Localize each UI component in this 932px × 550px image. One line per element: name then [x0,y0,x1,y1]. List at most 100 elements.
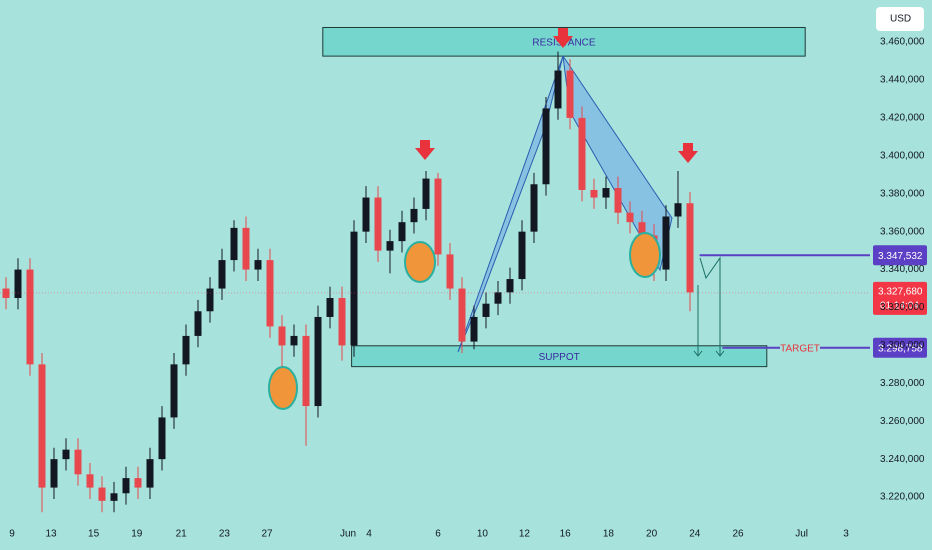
level-box [873,337,927,358]
y-tick-label: 3.460,000 [880,37,925,48]
candle-body [554,70,562,109]
y-tick-label: 3.400,000 [880,150,925,161]
y-tick-label: 3.240,000 [880,454,925,465]
y-tick-label: 3.260,000 [880,416,925,427]
candle-body [686,203,694,293]
x-tick-label: Jul [795,529,808,540]
candle-body [542,108,550,185]
candle-body [218,260,226,289]
candle-body [38,364,46,488]
candle-body [182,335,190,365]
marker-circle [404,241,436,283]
candle-body [50,459,58,488]
candle-body [278,326,286,346]
x-tick-label: 24 [689,529,701,540]
candle-body [374,197,382,251]
arrow-down [678,143,698,163]
currency: USD [890,14,911,25]
x-tick-label: 26 [732,529,744,540]
marker-circle [629,232,661,278]
candle-body [14,269,22,299]
level-label: 3.298,758 [878,343,923,354]
candle-body [290,335,298,346]
candle-body [26,269,34,365]
x-tick-label: 23 [219,529,231,540]
candle-body [530,184,538,232]
x-tick-label: 9 [9,529,15,540]
y-tick-label: 3.220,000 [880,492,925,503]
candle-body [494,292,502,304]
candle-body [194,311,202,336]
candle-body [2,288,10,299]
y-tick-label: 3.380,000 [880,188,925,199]
x-tick-label: 20 [646,529,658,540]
candle-body [518,231,526,280]
last-price-label: 3.327,680 [878,287,923,298]
arrow-down [553,28,573,48]
x-tick-label: 19 [131,529,143,540]
countdown: 01:14:04 [880,301,919,312]
level-box [873,245,927,266]
candle-body [266,260,274,327]
x-tick-label: 18 [603,529,615,540]
candle-body [602,188,610,198]
candle-body [398,222,406,242]
candle-body [434,178,442,255]
x-tick-label: 6 [435,529,441,540]
candle-body [254,260,262,270]
y-tick-label: 3.420,000 [880,113,925,124]
candle-body [674,203,682,217]
candle-body [578,117,586,190]
candle-body [350,231,358,346]
candle-body [170,364,178,418]
candle-body [230,227,238,261]
candle-body [614,188,622,213]
level-label: 3.347,532 [878,251,923,262]
candle-body [446,254,454,289]
candle-body [98,487,106,501]
x-tick-label: 21 [176,529,188,540]
candle-body [590,189,598,198]
note-bg [780,340,820,355]
candle-body [470,316,478,342]
candle-body [326,298,334,317]
x-tick-label: 15 [88,529,100,540]
arrow-down [415,140,435,160]
candle-body [566,70,574,118]
x-tick-label: 12 [519,529,531,540]
candle-body [146,459,154,488]
zone [351,345,768,368]
last-price-box [873,281,927,315]
arrow-head [693,350,725,357]
x-tick-label: 10 [477,529,489,540]
x-tick-label: 13 [45,529,57,540]
candle-body [482,303,490,317]
x-tick-label: 16 [560,529,572,540]
y-tick-label: 3.360,000 [880,226,925,237]
x-tick-label: 27 [261,529,273,540]
candle-body [302,335,310,407]
candle-body [362,197,370,232]
candle-body [506,279,514,293]
candle-body [242,227,250,270]
candle-body [386,241,394,251]
zone-label: SUPPOT [539,352,580,363]
y-tick-label: 3.300,000 [880,340,925,351]
candle-body [662,216,670,270]
x-tick-label: 3 [843,529,849,540]
x-tick-label: 4 [366,529,372,540]
x-tick-label: Jun [340,529,356,540]
y-tick-label: 3.280,000 [880,378,925,389]
currency-box [876,7,924,31]
candle-body [206,288,214,312]
candle-body [410,208,418,223]
marker-circle [268,366,298,410]
candle-body [74,449,82,475]
candle-body [122,478,130,494]
candle-body [134,478,142,488]
candle-body [422,178,430,209]
y-tick-label: 3.340,000 [880,264,925,275]
candle-body [458,288,466,342]
